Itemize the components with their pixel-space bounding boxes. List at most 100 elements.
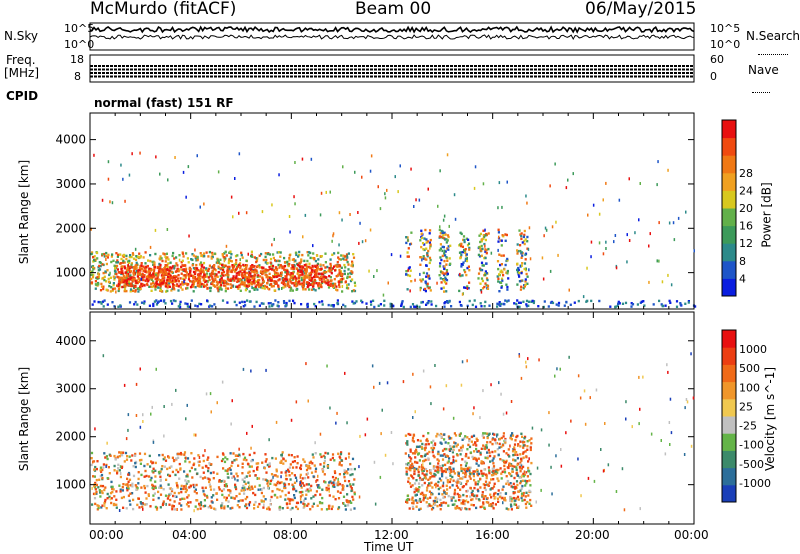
heatmap-cell [100,470,103,473]
heatmap-cell [150,282,153,285]
heatmap-cell [155,272,158,275]
heatmap-cell [413,452,417,455]
heatmap-cell [202,490,205,493]
heatmap-cell [108,273,111,277]
heatmap-cell [119,465,122,469]
heatmap-cell [500,445,503,449]
heatmap-cell [262,495,265,498]
heatmap-cell [178,462,181,466]
heatmap-cell [289,478,292,481]
heatmap-cell [243,492,246,495]
heatmap-cell [443,280,446,284]
heatmap-cell [191,253,194,256]
heatmap-cell [430,303,433,306]
heatmap-cell [162,488,165,491]
heatmap-cell [188,267,191,270]
heatmap-cell [509,434,513,437]
heatmap-cell [219,286,222,290]
heatmap-cell [206,496,209,499]
heatmap-cell [444,463,447,467]
heatmap-cell [165,290,168,293]
heatmap-cell [424,287,427,291]
heatmap-cell [180,272,183,275]
heatmap-cell [523,267,526,271]
heatmap-cell [411,475,414,478]
heatmap-cell [442,407,445,411]
heatmap-cell [90,463,93,467]
heatmap-cell [187,494,190,497]
heatmap-cell [159,286,162,289]
heatmap-cell [480,290,483,294]
heatmap-cell [466,448,469,451]
y-tick-label: 1000 [55,266,86,280]
heatmap-cell [94,280,97,283]
heatmap-cell [523,233,526,237]
heatmap-cell [429,462,432,465]
heatmap-cell [307,284,310,287]
heatmap-cell [405,472,408,476]
heatmap-cell [331,453,335,456]
heatmap-cell [252,469,255,473]
heatmap-cell [134,484,137,487]
heatmap-cell [426,240,429,243]
heatmap-cell [440,281,443,284]
heatmap-cell [124,279,127,282]
heatmap-cell [252,274,255,278]
heatmap-cell [505,271,508,274]
heatmap-cell [517,505,520,508]
heatmap-cell [339,491,342,494]
heatmap-cell [222,467,225,470]
heatmap-cell [296,263,299,267]
heatmap-cell [175,457,178,460]
heatmap-cell [480,447,483,450]
heatmap-cell [293,456,296,459]
heatmap-cell [341,277,344,281]
heatmap-cell [413,468,416,471]
heatmap-cell [455,459,458,463]
heatmap-cell [164,266,167,269]
heatmap-cell [185,271,189,274]
heatmap-cell [291,466,295,469]
heatmap-cell [173,279,176,283]
heatmap-cell [419,507,422,510]
heatmap-cell [196,257,199,260]
heatmap-cell [694,305,697,308]
heatmap-cell [404,452,407,455]
heatmap-cell [186,475,189,478]
heatmap-cell [266,287,270,290]
heatmap-cell [244,482,247,486]
heatmap-cell [326,265,329,269]
heatmap-cell [157,490,160,494]
heatmap-cell [489,440,492,444]
heatmap-cell [304,288,307,291]
heatmap-cell [587,213,589,217]
heatmap-cell [441,469,444,472]
heatmap-cell [314,272,317,276]
heatmap-cell [475,462,478,465]
heatmap-cell [167,272,170,275]
heatmap-cell [299,495,302,498]
heatmap-cell [609,305,612,308]
heatmap-cell [276,487,279,491]
heatmap-cell [233,459,236,462]
heatmap-cell [173,275,176,278]
heatmap-cell [472,412,474,416]
heatmap-cell [293,275,296,278]
heatmap-cell [288,254,291,257]
heatmap-cell [226,469,229,473]
heatmap-cell [333,459,336,462]
heatmap-cell [197,269,200,272]
heatmap-cell [350,487,353,490]
heatmap-cell [293,481,297,484]
heatmap-cell [453,472,456,475]
colorbar-swatch [722,484,736,503]
heatmap-cell [338,283,341,287]
heatmap-cell [307,483,310,486]
heatmap-cell [101,484,105,488]
heatmap-cell [323,275,326,278]
heatmap-cell [332,481,335,484]
heatmap-cell [278,266,281,269]
heatmap-cell [519,280,522,283]
heatmap-cell [229,283,232,286]
heatmap-cell [430,441,433,444]
